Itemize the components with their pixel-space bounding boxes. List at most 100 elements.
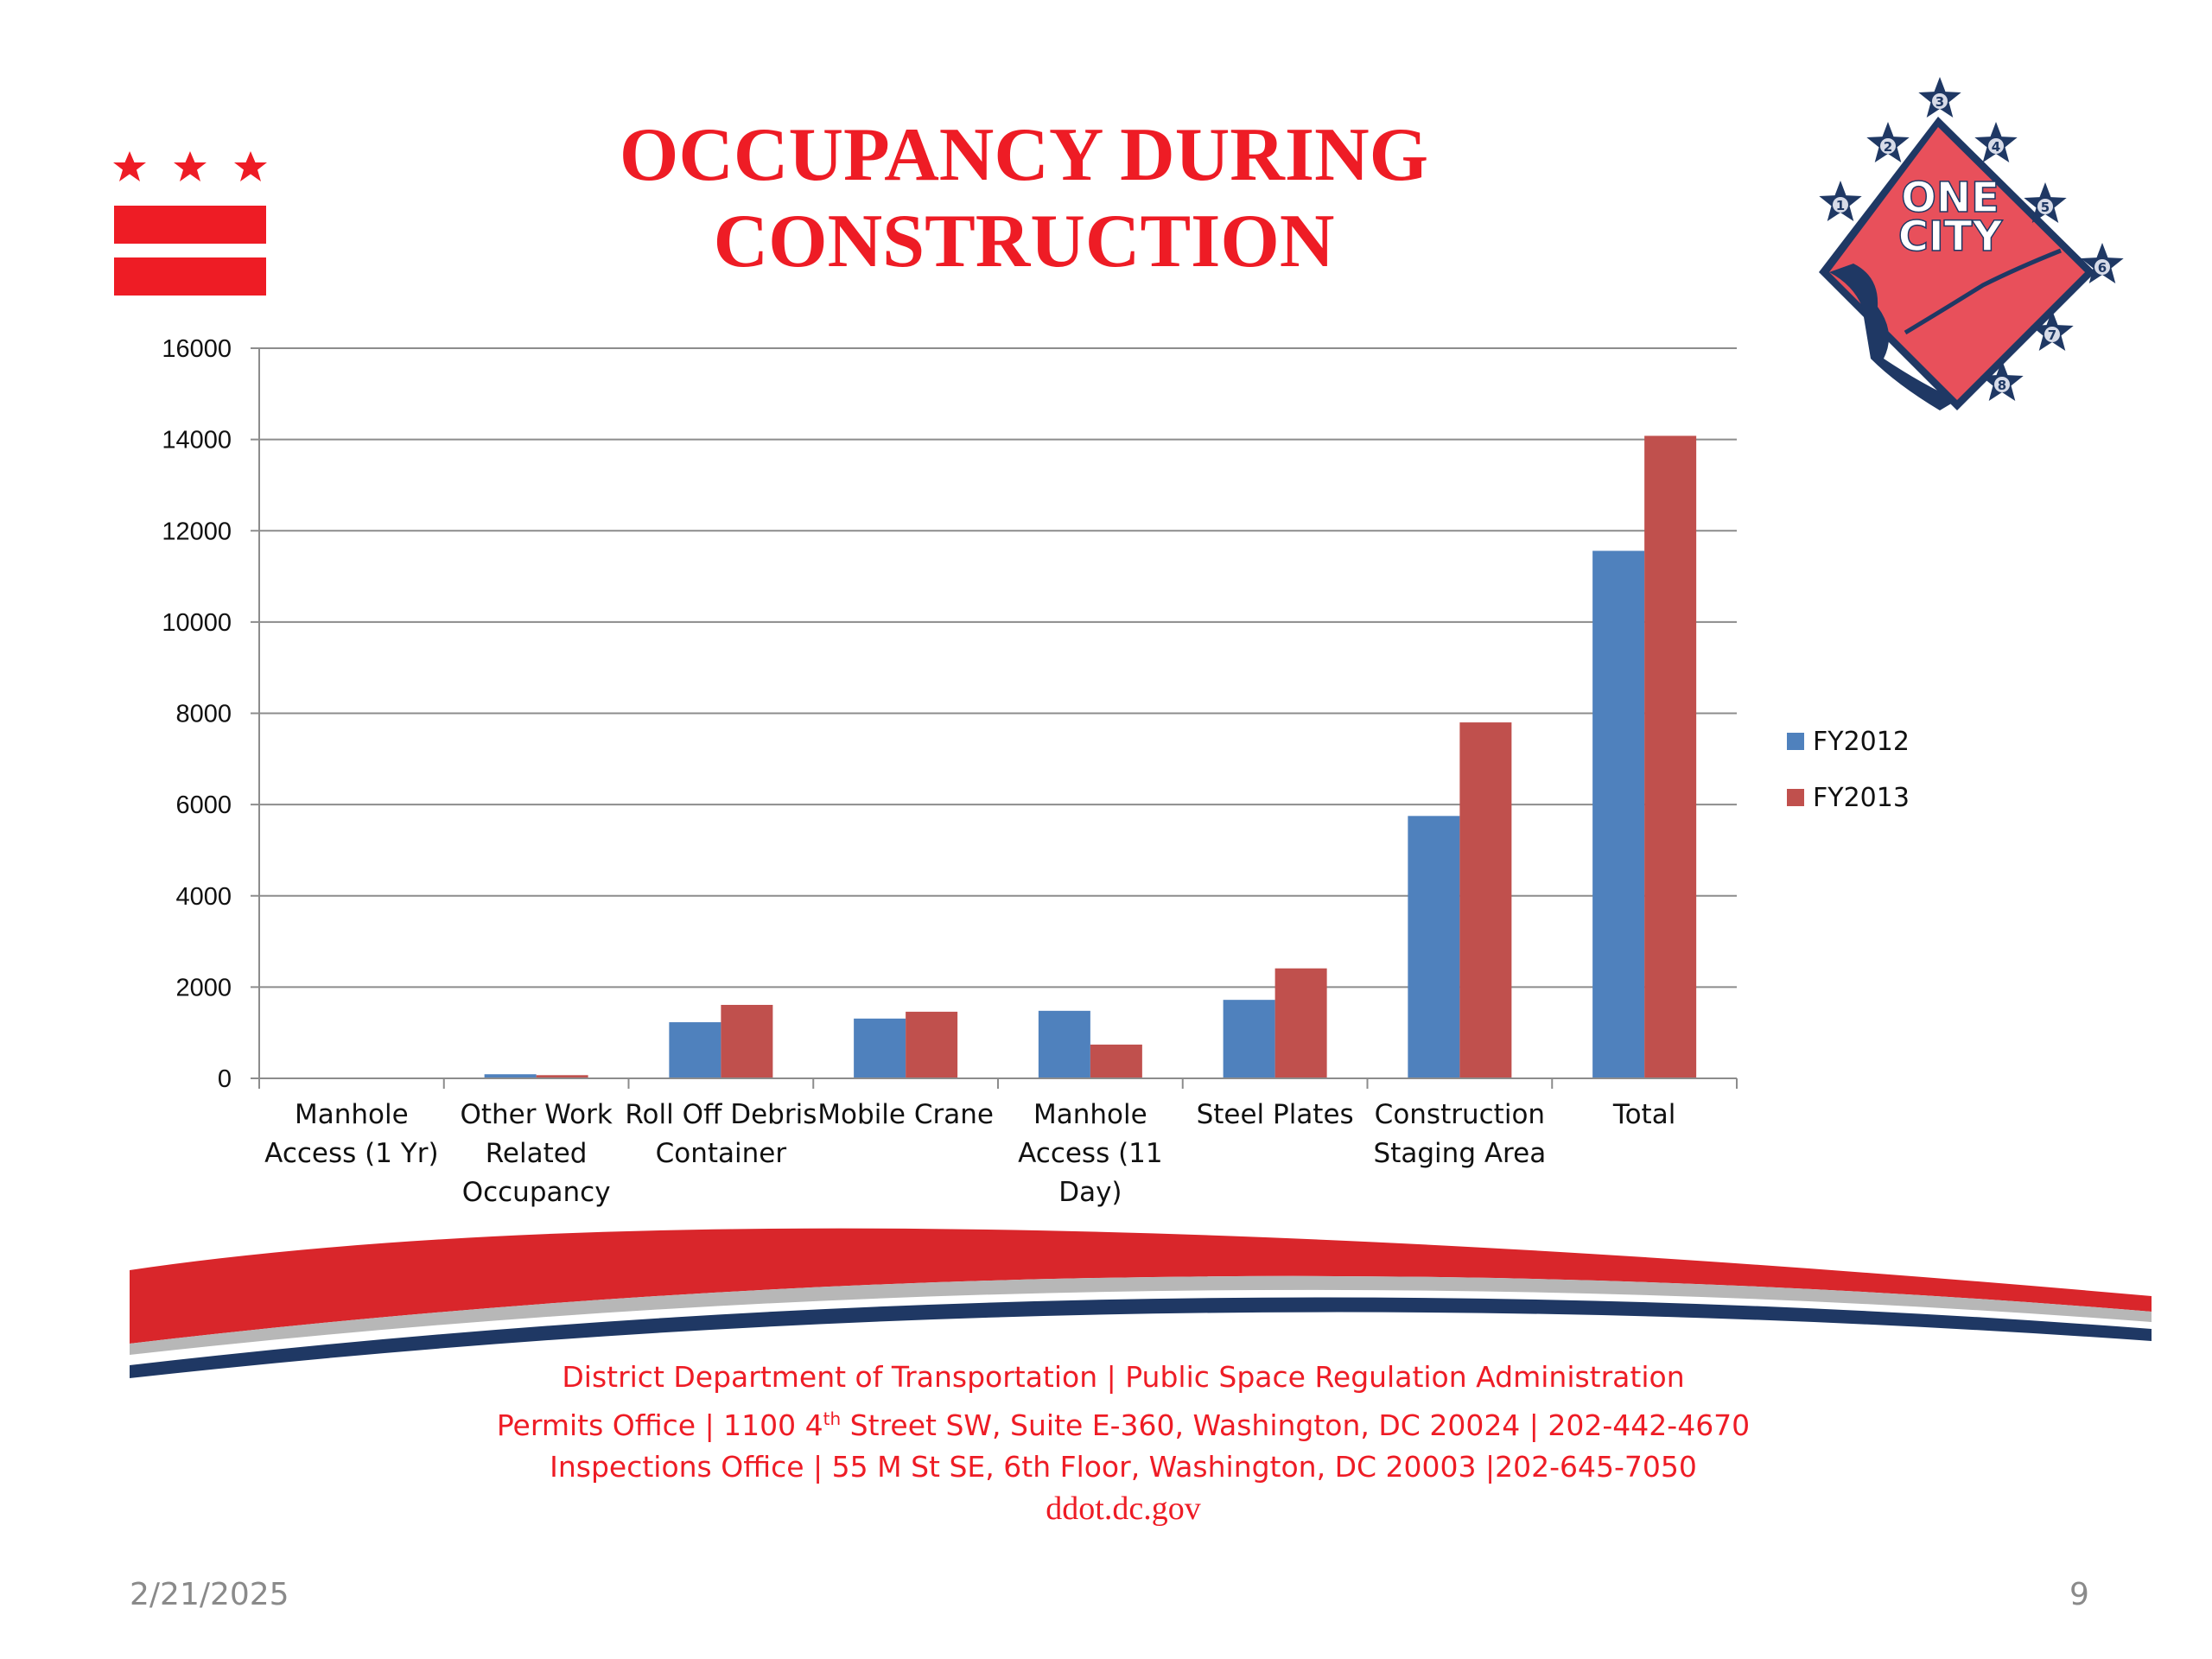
swoosh-red (130, 1228, 2152, 1344)
bars (484, 435, 1697, 1078)
logo-text-city: CITY (1898, 213, 2004, 261)
one-city-logo: ONE CITY 1 2 3 4 5 6 7 8 (1819, 77, 2124, 410)
slide-page-number: 9 (2069, 1577, 2089, 1612)
river-line (1904, 248, 2062, 335)
potomac-river-shape (1829, 264, 1957, 410)
legend-swatch (1787, 733, 1804, 750)
footer-line-2: Permits Office | 1100 4th Street SW, Sui… (363, 1398, 1884, 1446)
logo-star-number: 6 (2098, 260, 2107, 276)
x-category-label-line: Roll Off Debris (625, 1099, 817, 1130)
x-category-label-line: Staging Area (1374, 1138, 1547, 1169)
swoosh-decoration (130, 1228, 2152, 1378)
legend-label: FY2013 (1813, 783, 1910, 813)
flag-star (234, 151, 267, 181)
flag-star (174, 151, 207, 181)
footer-line-2-sup: th (823, 1408, 842, 1429)
logo-star-number: 3 (1936, 94, 1944, 110)
x-category-label-line: Day) (1058, 1177, 1122, 1208)
logo-star-center (1833, 197, 1848, 213)
title-line-2: CONSTRUCTION (713, 200, 1335, 283)
x-category-label-line: Access (11 (1018, 1138, 1163, 1169)
bar-fy2013 (1459, 722, 1512, 1078)
y-tick-label: 10000 (162, 609, 232, 637)
footer-line-2a: Permits Office | 1100 4 (496, 1408, 823, 1442)
bar-fy2013 (536, 1075, 588, 1078)
bar-fy2013 (1274, 968, 1327, 1078)
logo-star-number: 1 (1836, 198, 1845, 213)
dc-diamond-fill (1829, 127, 2085, 400)
y-tick-label: 6000 (175, 791, 232, 819)
title-line-1: OCCUPANCY DURING (619, 113, 1429, 197)
logo-star-center (2037, 199, 2053, 214)
y-tick-label: 16000 (162, 335, 232, 363)
logo-star-number: 4 (1992, 139, 2000, 155)
footer-line-1: District Department of Transportation | … (562, 1360, 1685, 1394)
occupancy-bar-chart: 0 2000 4000 6000 8000 10000 12000 14000 16000 Man… (162, 335, 1910, 1208)
x-category-label: Other Work Related Occupancy (460, 1099, 612, 1208)
swoosh-navy (130, 1297, 2152, 1378)
logo-star-center (1932, 93, 1948, 109)
footer-website: ddot.dc.gov (1046, 1491, 1201, 1527)
bar-fy2012 (669, 1022, 721, 1078)
logo-text-one: ONE (1901, 174, 1999, 222)
flag-bar-bottom (114, 257, 266, 296)
bar-fy2013 (721, 1004, 773, 1078)
x-category-label: Mobile Crane (817, 1099, 994, 1130)
legend-label: FY2012 (1813, 727, 1910, 757)
bar-fy2012 (1038, 1010, 1090, 1078)
y-tick-label: 4000 (175, 883, 232, 911)
bar-fy2012 (484, 1074, 537, 1078)
dc-flag-logo (113, 151, 267, 296)
x-category-label: Manhole Access (11 Day) (1018, 1099, 1163, 1208)
x-category-label-line: Manhole (1033, 1099, 1147, 1130)
legend: FY2012 FY2013 (1787, 727, 1910, 813)
flag-bar-top (114, 206, 266, 244)
logo-star-center (1988, 138, 2004, 154)
bar-fy2013 (906, 1011, 958, 1078)
footer-line-3: Inspections Office | 55 M St SE, 6th Flo… (550, 1450, 1697, 1484)
x-category-label: Construction Staging Area (1374, 1099, 1547, 1169)
y-tick-label: 12000 (162, 518, 232, 545)
x-category-label: Total (1612, 1099, 1675, 1130)
logo-star-center (2094, 259, 2110, 275)
x-category-label-line: Container (656, 1138, 787, 1169)
x-category-label-line: Manhole (295, 1099, 409, 1130)
logo-star-number: 5 (2041, 200, 2050, 215)
bar-fy2012 (854, 1018, 906, 1078)
y-tick-label: 8000 (175, 701, 232, 728)
x-category-label-line: Total (1612, 1099, 1675, 1130)
x-category-label-line: Steel Plates (1197, 1099, 1354, 1130)
bar-fy2012 (1223, 1000, 1275, 1078)
footer-line-2b: Street SW, Suite E-360, Washington, DC 2… (841, 1408, 1751, 1442)
logo-star-number: 2 (1884, 139, 1892, 155)
footer-contact: District Department of Transportation | … (363, 1357, 1884, 1529)
slide-date: 2/21/2025 (130, 1577, 289, 1612)
axes (251, 347, 1738, 1089)
y-tick-label: 0 (218, 1065, 232, 1093)
bar-fy2013 (1644, 435, 1697, 1078)
logo-star-number: 7 (2048, 327, 2056, 343)
logo-star-center (1880, 138, 1896, 154)
x-category-label-line: Other Work (460, 1099, 612, 1130)
x-category-label-line: Occupancy (462, 1177, 611, 1208)
bar-fy2012 (1408, 816, 1460, 1078)
logo-star-center (1994, 377, 2010, 392)
logo-star-center (2044, 327, 2060, 342)
y-tick-label: 2000 (175, 974, 232, 1001)
bar-fy2012 (1592, 550, 1645, 1078)
bar-fy2013 (1090, 1044, 1142, 1078)
y-tick-label: 14000 (162, 427, 232, 454)
swoosh-gray (130, 1275, 2152, 1355)
x-category-label: Manhole Access (1 Yr) (264, 1099, 438, 1169)
x-category-label-line: Related (486, 1138, 588, 1169)
x-category-label: Roll Off Debris Container (625, 1099, 817, 1169)
x-category-label-line: Mobile Crane (817, 1099, 994, 1130)
x-category-label-line: Access (1 Yr) (264, 1138, 438, 1169)
logo-star-number: 8 (1998, 378, 2006, 393)
x-category-label-line: Construction (1375, 1099, 1545, 1130)
legend-swatch (1787, 789, 1804, 806)
gridlines (259, 347, 1737, 988)
x-category-label: Steel Plates (1197, 1099, 1354, 1130)
flag-star (113, 151, 146, 181)
tick-labels: 0 2000 4000 6000 8000 10000 12000 14000 16000 Man… (162, 335, 1675, 1208)
